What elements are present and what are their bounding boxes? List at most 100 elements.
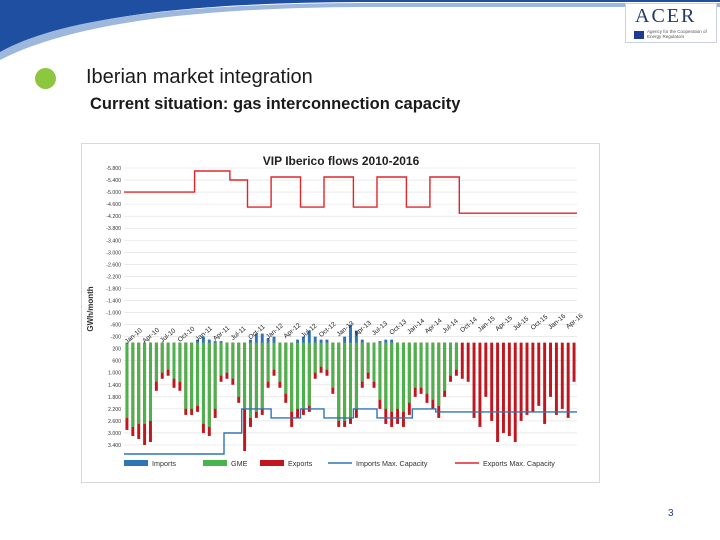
exports-bar [490,342,494,421]
y-tick-label: -1.000 [106,311,121,317]
legend-label: Imports Max. Capacity [356,459,428,468]
legend-label: GME [231,459,248,468]
exports-bar [566,342,570,418]
gme-bar [254,342,258,412]
y-tick-label: -1.400 [106,298,121,304]
slide-subtitle: Current situation: gas interconnection c… [90,95,461,113]
y-tick-label: -4.600 [106,202,121,208]
exports-bar [525,342,529,415]
y-tick-label: 3.400 [108,443,121,449]
imports-bar [260,333,264,343]
gme-bar [278,342,282,382]
imports-capacity-line [124,408,577,455]
imports-bar [254,333,258,343]
imports-bar [360,339,364,343]
y-tick-label: 2.200 [108,407,121,413]
exports-bar [460,342,464,379]
imports-bar [343,336,347,343]
gme-bar [384,342,388,409]
imports-bar [313,336,317,343]
x-tick-label: Jul-10 [159,327,178,344]
x-tick-label: Jan-13 [336,320,356,339]
exports-bar [507,342,511,436]
y-tick-label: -200 [111,335,121,341]
imports-bar [319,339,323,343]
gme-bar [166,342,170,370]
y-axis-label: GWh/month [86,286,95,331]
gme-bar [378,342,382,400]
legend-swatch [260,460,284,466]
gme-bar [425,342,429,394]
imports-bar [349,324,352,343]
y-tick-label: 2.600 [108,419,121,425]
exports-bar [572,342,576,382]
legend-swatch [203,460,227,466]
imports-bar [207,339,211,343]
imports-bar [307,330,311,343]
imports-bar [301,336,305,343]
y-tick-label: -1.800 [106,286,121,292]
y-tick-label: -2.600 [106,262,121,268]
gme-bar [272,342,276,370]
green-bullet-icon [35,68,56,89]
gme-bar [149,342,152,421]
flows-chart: VIP Iberico flows 2010-2016 GWh/month -5… [86,154,585,468]
imports-bar [196,339,200,343]
exports-bar [560,342,564,409]
gme-bar [143,342,147,424]
gme-bar [354,342,358,409]
chart-title: VIP Iberico flows 2010-2016 [263,154,420,168]
x-tick-label: Jul-15 [512,315,531,332]
gme-bar [419,342,423,388]
exports-bar [531,342,535,412]
logo-tagline: Agency for the Cooperation of Energy Reg… [647,29,707,39]
gme-bar [178,342,182,382]
exports-bar [537,342,541,406]
imports-bar [219,341,223,343]
x-tick-label: Oct-13 [388,318,408,336]
gme-bar [454,342,458,370]
y-tick-label: -600 [111,323,121,329]
gme-bar [219,342,223,376]
legend-label: Exports [288,459,313,468]
y-tick-label: 1.800 [108,395,121,401]
x-tick-label: Jul-11 [230,325,248,342]
y-tick-label: 1.000 [108,371,121,377]
legend-label: Imports [152,459,176,468]
gme-bar [125,342,129,418]
imports-bar [249,339,252,343]
y-tick-label: -2.200 [106,274,121,280]
exports-bar [472,342,476,418]
imports-bar [266,338,270,343]
gme-bar [449,342,452,376]
gme-bar [331,342,335,388]
gme-bar [237,342,241,397]
x-tick-label: Oct-10 [177,325,197,343]
page-number: 3 [668,508,674,519]
imports-bar [354,330,358,343]
imports-bar [325,339,329,343]
gme-bar [290,342,294,412]
exports-bar [478,342,482,427]
legend-label: Exports Max. Capacity [483,459,555,468]
y-tick-label: 600 [112,359,121,365]
gme-bar [284,342,288,394]
y-tick-label: -5.800 [106,166,121,172]
gme-bar [266,342,270,382]
y-tick-label: -4.200 [106,214,121,220]
x-tick-label: Apr-10 [141,327,161,345]
gme-bar [349,342,352,418]
imports-bar [296,339,300,343]
gme-bar [372,342,376,382]
imports-bar [378,341,382,343]
gme-bar [343,342,347,421]
x-tick-label: Apr-11 [212,325,232,343]
slide-title: Iberian market integration [86,66,313,88]
y-tick-label: -3.000 [106,250,121,256]
gme-bar [301,342,305,409]
x-tick-label: Jan-16 [547,313,567,332]
gme-bar [401,342,405,412]
gme-bar [243,342,247,409]
x-tick-label: Jan-14 [406,317,426,336]
gme-bar [154,342,158,382]
